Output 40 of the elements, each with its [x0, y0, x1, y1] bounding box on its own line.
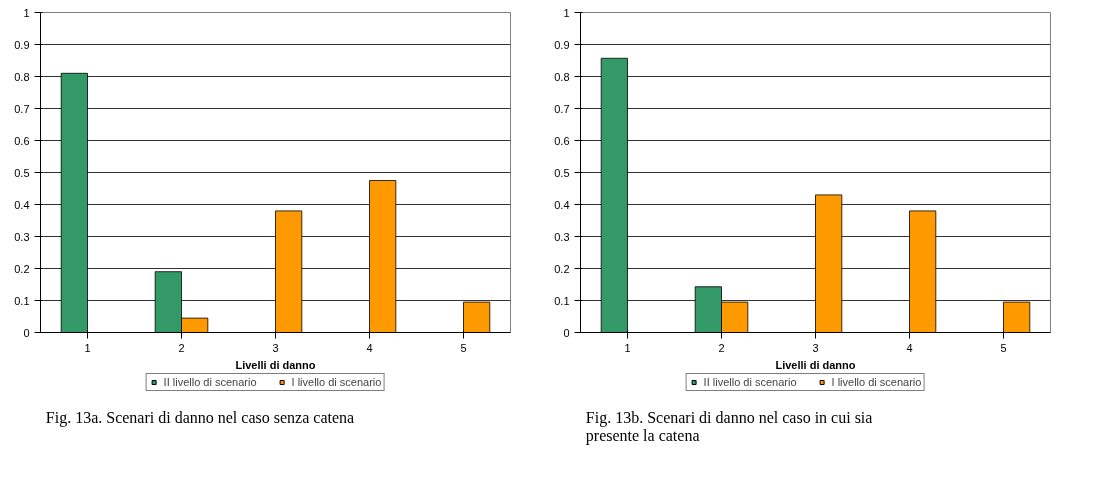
y-tick-label: 0.3 — [554, 230, 570, 243]
x-tick-label: 2 — [178, 341, 185, 354]
y-tick-label: 0.1 — [554, 294, 570, 307]
y-tick-label: 0.4 — [554, 198, 570, 211]
legend-label: I livello di scenario — [291, 376, 382, 388]
y-tick-label: 0.9 — [14, 38, 30, 51]
x-tick-label: 1 — [624, 341, 631, 354]
y-tick-label: 0.1 — [14, 294, 30, 307]
y-tick-label: 0.6 — [554, 134, 570, 147]
y-tick-label: 0 — [563, 326, 570, 339]
y-tick-label: 0.5 — [554, 166, 570, 179]
y-tick-label: 0.8 — [554, 70, 570, 83]
y-tick-label: 0.7 — [14, 102, 30, 115]
y-tick-label: 1 — [23, 6, 30, 19]
legend-label: I livello di scenario — [831, 376, 922, 388]
x-tick-label: 2 — [718, 341, 725, 354]
y-tick-label: 0.5 — [14, 166, 30, 179]
y-tick-label: 1 — [563, 6, 570, 19]
legend-label: II livello di scenario — [703, 376, 797, 388]
x-tick-label: 3 — [812, 341, 819, 354]
x-tick-label: 4 — [366, 341, 373, 354]
caption: Fig. 13a. Scenari di danno nel caso senza catena — [45, 408, 355, 427]
y-tick-label: 0.8 — [14, 70, 30, 83]
y-tick-label: 0.3 — [14, 230, 30, 243]
x-axis-title: Livelli di danno — [235, 358, 316, 371]
y-tick-label: 0.7 — [554, 102, 570, 115]
x-tick-label: 5 — [460, 341, 467, 354]
legend-label: II livello di scenario — [163, 376, 257, 388]
y-tick-label: 0.6 — [14, 134, 30, 147]
y-tick-label: 0.2 — [14, 262, 30, 275]
x-tick-label: 4 — [906, 341, 913, 354]
y-tick-label: 0.9 — [554, 38, 570, 51]
x-tick-label: 1 — [84, 341, 91, 354]
x-tick-label: 5 — [1000, 341, 1007, 354]
y-tick-label: 0.2 — [554, 262, 570, 275]
y-tick-label: 0 — [23, 326, 30, 339]
y-tick-label: 0.4 — [14, 198, 30, 211]
x-tick-label: 3 — [272, 341, 279, 354]
caption: Fig. 13b. Scenari di danno nel caso in cui sia presente la catena — [585, 408, 873, 446]
x-axis-title: Livelli di danno — [775, 358, 856, 371]
